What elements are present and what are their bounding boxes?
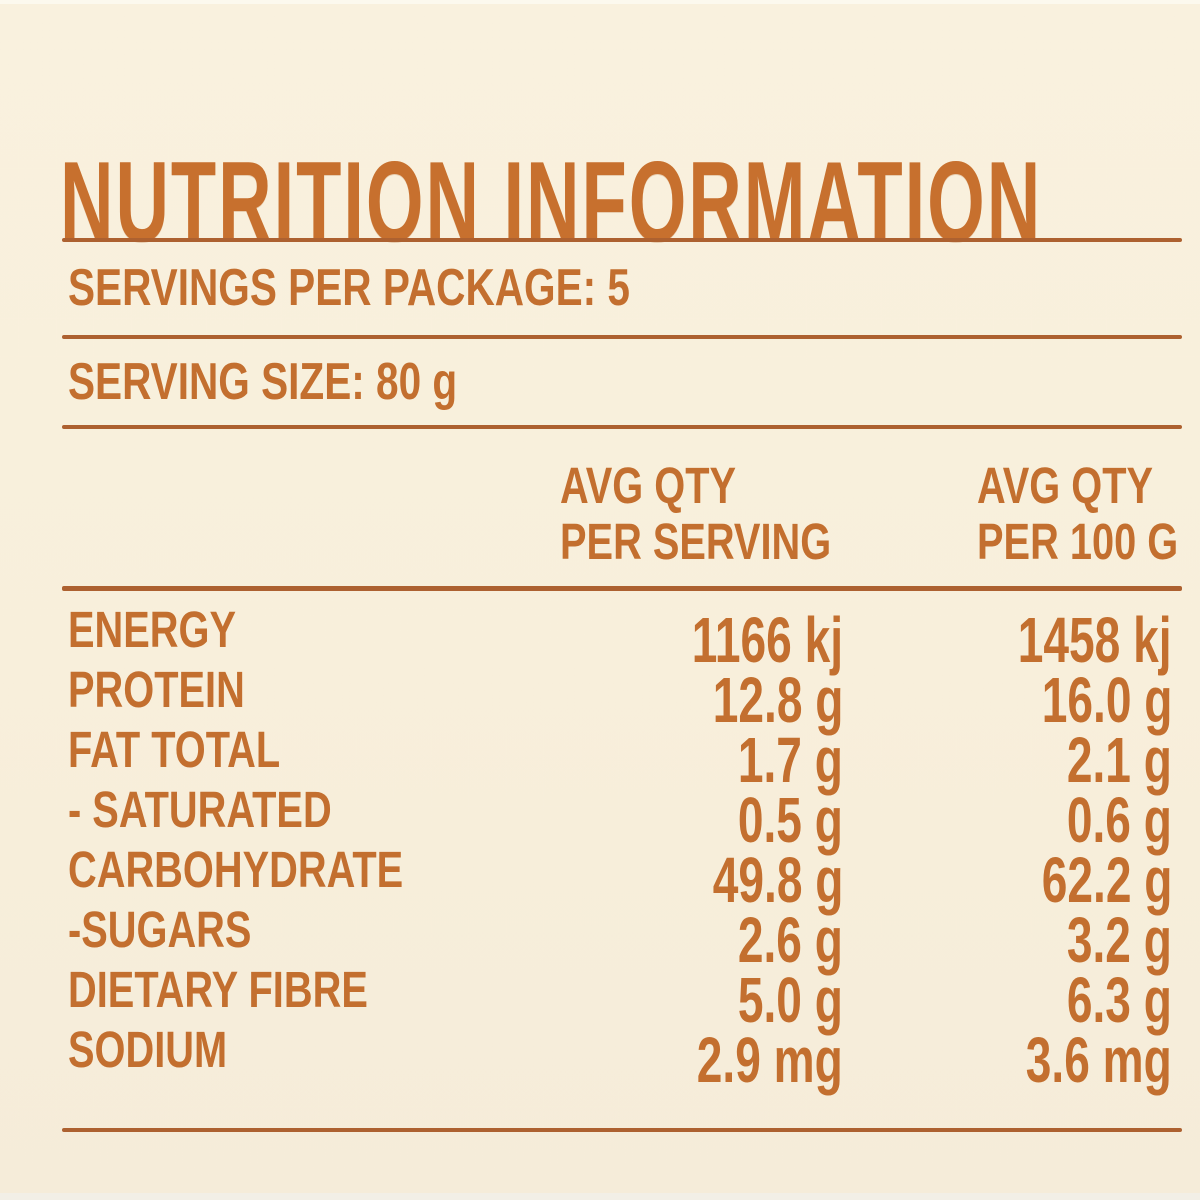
column-header-per-serving: AVG QTY PER SERVING bbox=[560, 458, 908, 570]
row-value-per-100g: 3.2 g bbox=[1066, 904, 1172, 976]
row-value-per-serving: 49.8 g bbox=[712, 844, 843, 916]
row-value-per-100g: 1458 kj bbox=[1018, 604, 1172, 676]
table-row-energy: ENERGY 1166 kj 1458 kj bbox=[62, 600, 1180, 672]
table-row-dietary-fibre: DIETARY FIBRE 5.0 g 6.3 g bbox=[62, 960, 1180, 1032]
divider bbox=[62, 425, 1182, 429]
servings-per-package-line: SERVINGS PER PACKAGE: 5 bbox=[68, 262, 788, 314]
divider bbox=[62, 1128, 1182, 1132]
row-label: -SUGARS bbox=[68, 901, 252, 958]
row-label: DIETARY FIBRE bbox=[68, 961, 368, 1018]
row-label: SODIUM bbox=[68, 1021, 228, 1078]
avg-qty-label: AVG QTY bbox=[560, 457, 737, 514]
row-value-per-serving: 5.0 g bbox=[737, 964, 843, 1036]
column-header-line: PER SERVING bbox=[560, 514, 908, 570]
row-label: CARBOHYDRATE bbox=[68, 841, 404, 898]
table-row-sugars: -SUGARS 2.6 g 3.2 g bbox=[62, 900, 1180, 972]
photo-edge-bottom bbox=[0, 1193, 1200, 1200]
column-header-line: AVG QTY bbox=[977, 458, 1200, 514]
table-row-sodium: SODIUM 2.9 mg 3.6 mg bbox=[62, 1020, 1180, 1092]
row-value-per-serving: 1.7 g bbox=[737, 724, 843, 796]
row-value-per-100g: 2.1 g bbox=[1066, 724, 1172, 796]
photo-edge-top bbox=[0, 0, 1200, 4]
panel-title-text: NUTRITION INFORMATION bbox=[60, 139, 1043, 267]
nutrition-table: ENERGY 1166 kj 1458 kj PROTEIN 12.8 g 16… bbox=[62, 600, 1180, 1092]
divider bbox=[62, 586, 1182, 591]
row-value-per-100g: 6.3 g bbox=[1066, 964, 1172, 1036]
row-value-per-100g: 62.2 g bbox=[1041, 844, 1172, 916]
row-label: - SATURATED bbox=[68, 781, 332, 838]
row-value-per-serving: 1166 kj bbox=[691, 604, 843, 676]
table-row-fat-total: FAT TOTAL 1.7 g 2.1 g bbox=[62, 720, 1180, 792]
avg-qty-label: AVG QTY bbox=[977, 457, 1154, 514]
column-header-line: PER 100 G bbox=[977, 514, 1200, 570]
per-100g-label: PER 100 G bbox=[977, 513, 1179, 570]
row-value-per-serving: 2.6 g bbox=[737, 904, 843, 976]
column-header-line: AVG QTY bbox=[560, 458, 908, 514]
per-serving-label: PER SERVING bbox=[560, 513, 832, 570]
row-value-per-serving: 2.9 mg bbox=[697, 1024, 843, 1096]
column-header-per-100g: AVG QTY PER 100 G bbox=[977, 458, 1200, 570]
row-value-per-serving: 12.8 g bbox=[712, 664, 843, 736]
table-row-carbohydrate: CARBOHYDRATE 49.8 g 62.2 g bbox=[62, 840, 1180, 912]
divider bbox=[62, 238, 1182, 242]
table-row-saturated: - SATURATED 0.5 g 0.6 g bbox=[62, 780, 1180, 852]
row-label: ENERGY bbox=[68, 601, 237, 658]
row-value-per-100g: 16.0 g bbox=[1041, 664, 1172, 736]
divider bbox=[62, 335, 1182, 339]
row-value-per-100g: 3.6 mg bbox=[1026, 1024, 1172, 1096]
panel-title: NUTRITION INFORMATION bbox=[60, 146, 1200, 260]
row-value-per-serving: 0.5 g bbox=[737, 784, 843, 856]
serving-size-line: SERVING SIZE: 80 g bbox=[68, 356, 567, 408]
row-value-per-100g: 0.6 g bbox=[1066, 784, 1172, 856]
table-row-protein: PROTEIN 12.8 g 16.0 g bbox=[62, 660, 1180, 732]
row-label: FAT TOTAL bbox=[68, 721, 281, 778]
servings-per-package-text: SERVINGS PER PACKAGE: 5 bbox=[68, 259, 630, 317]
row-label: PROTEIN bbox=[68, 661, 245, 718]
serving-size-text: SERVING SIZE: 80 g bbox=[68, 353, 458, 411]
